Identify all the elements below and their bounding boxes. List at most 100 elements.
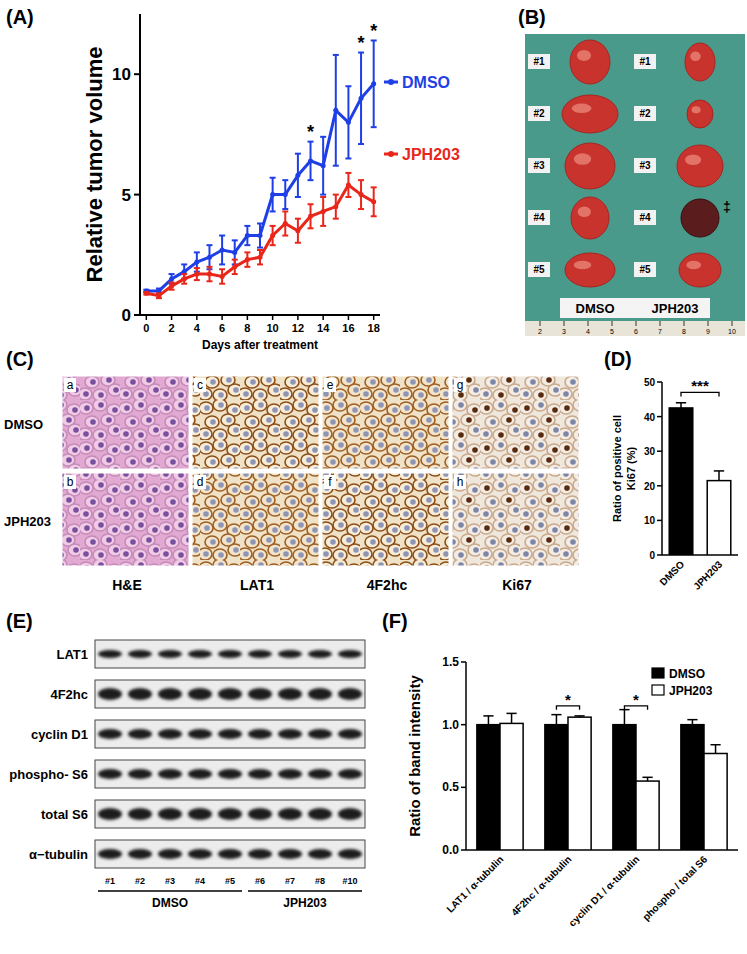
bar: [477, 725, 500, 850]
legend-swatch: [652, 685, 664, 695]
row-label: cyclin D1: [31, 727, 88, 742]
tumor-label: #1: [533, 56, 545, 67]
tick: [196, 315, 198, 320]
band: [248, 808, 272, 820]
tick-label: 4F2hc / α-tubulin: [509, 854, 573, 918]
panel-letter: f: [328, 475, 332, 489]
band: [218, 650, 242, 658]
tumor: [565, 253, 615, 287]
tick-label: 0.0: [442, 843, 459, 857]
tick-label: 50: [644, 377, 656, 388]
band: [278, 729, 302, 739]
error-stem: [718, 471, 720, 481]
tick-label: 12: [292, 322, 304, 334]
error-cap: [181, 283, 187, 285]
error-cap: [219, 283, 225, 285]
tick-label: phospho / total S6: [640, 853, 709, 922]
error-cap: [270, 210, 276, 212]
series: [143, 40, 376, 293]
bar: [568, 717, 591, 850]
tumor-label: #4: [533, 212, 545, 223]
error-cap: [320, 196, 326, 198]
point: [270, 233, 275, 238]
y-axis: [139, 14, 141, 315]
blot-strip: [95, 720, 365, 748]
band: [218, 769, 242, 779]
error-cap: [295, 218, 301, 220]
tick: [657, 554, 662, 556]
error-bar: [345, 86, 351, 158]
error-cap: [181, 263, 187, 265]
error-cap: [714, 470, 724, 472]
error-cap: [282, 210, 288, 212]
line: [146, 185, 373, 296]
panel-letter: a: [67, 378, 74, 392]
band: [128, 808, 152, 820]
tick-label: 10: [644, 515, 656, 526]
error-bar: [295, 219, 301, 243]
band: [218, 849, 242, 859]
error-cap: [282, 208, 288, 210]
error-cap: [219, 268, 225, 270]
point: [295, 173, 300, 178]
tick-label: 5: [122, 186, 131, 205]
ruler-label: 9: [706, 328, 710, 335]
column-label: LAT1: [240, 577, 274, 593]
point: [245, 257, 250, 262]
error-cap: [320, 225, 326, 227]
legend-swatch: [388, 79, 394, 85]
error-cap: [358, 143, 364, 145]
photo-background: [525, 34, 745, 336]
row-label: JPH203: [4, 514, 51, 529]
error-bar: [257, 223, 263, 247]
row-label: phospho- S6: [9, 767, 88, 782]
error-cap: [345, 172, 351, 174]
band: [248, 729, 272, 739]
error-cap: [169, 289, 175, 291]
error-bar: [371, 40, 377, 127]
row-label: α−tubulin: [29, 847, 88, 862]
band: [98, 729, 122, 739]
ruler-tick: [660, 321, 661, 326]
panel-a: 0510024681012141618Days after treatmentR…: [82, 14, 460, 352]
error-bar: [320, 197, 326, 226]
bars: [669, 403, 731, 555]
panel-label: (B): [518, 6, 546, 28]
error-cap: [308, 203, 314, 205]
band: [158, 688, 182, 700]
tumor-label: #3: [533, 160, 545, 171]
tick-label: 14: [317, 322, 330, 334]
ruler-tick: [564, 321, 565, 326]
tumor: [679, 253, 721, 287]
error-cap: [257, 222, 263, 224]
error-cap: [320, 136, 326, 138]
error-stem: [680, 403, 682, 408]
row-label: 4F2hc: [50, 687, 88, 702]
band: [248, 769, 272, 779]
tumor-label: #2: [533, 108, 545, 119]
blot-strip: [95, 640, 365, 668]
bar: [707, 481, 731, 555]
error-cap: [257, 263, 263, 265]
ruler-tick: [540, 321, 541, 326]
error-cap: [232, 239, 238, 241]
error-cap: [270, 225, 276, 227]
label-box: [64, 378, 76, 392]
error-cap: [295, 242, 301, 244]
blot-strip: [95, 800, 365, 828]
tick: [657, 485, 662, 487]
error-cap: [206, 244, 212, 246]
band: [308, 769, 332, 779]
error-cap: [194, 279, 200, 281]
band: [338, 729, 362, 739]
error-bar: [219, 236, 225, 265]
tick-label: LAT1 / α-tubulin: [444, 854, 505, 915]
tick-label: cyclin D1 / α-tubulin: [566, 854, 641, 929]
blot-strip: [95, 680, 365, 708]
tick-label: 1.0: [442, 718, 459, 732]
panel-label: (A): [6, 6, 34, 28]
tick-label: 1.5: [442, 655, 459, 669]
point: [220, 247, 225, 252]
error-cap: [676, 402, 686, 404]
tick: [657, 381, 662, 383]
